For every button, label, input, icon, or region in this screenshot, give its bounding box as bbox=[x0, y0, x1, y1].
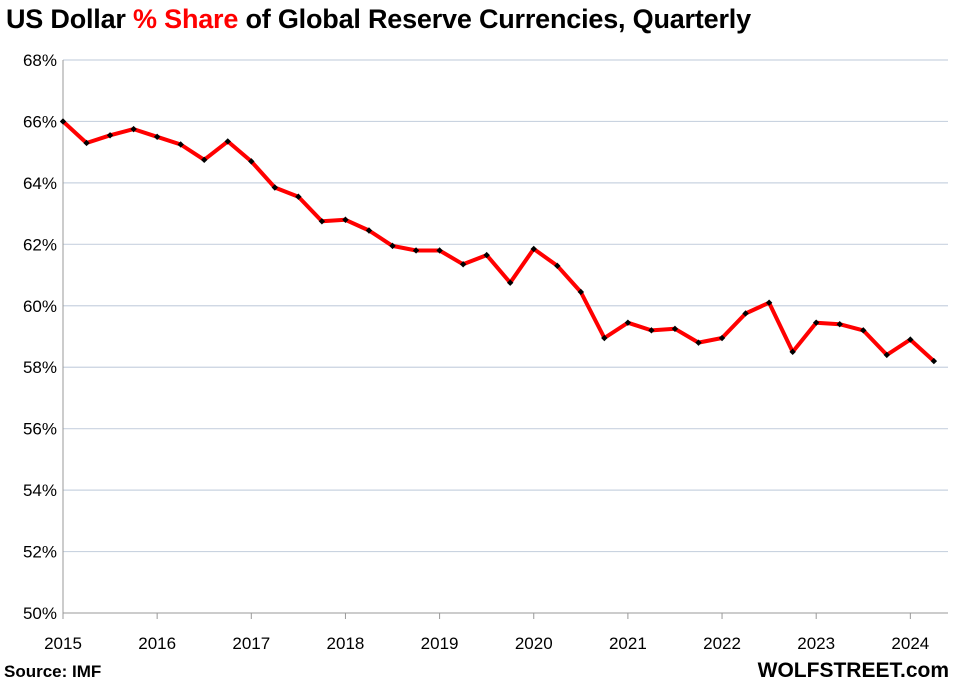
data-point bbox=[836, 321, 843, 328]
x-tick-label: 2024 bbox=[891, 634, 929, 653]
data-point bbox=[318, 218, 326, 225]
x-axis-ticks: 2015 2016 2017 2018 2019 2020 2021 2022 2023 2024 bbox=[44, 613, 929, 653]
data-point bbox=[177, 141, 184, 148]
data-point bbox=[153, 133, 161, 141]
y-tick-label: 52% bbox=[23, 543, 57, 562]
data-point bbox=[59, 118, 67, 125]
data-point bbox=[648, 327, 655, 334]
x-tick-label: 2019 bbox=[421, 634, 459, 653]
data-point bbox=[365, 227, 373, 234]
y-tick-label: 66% bbox=[23, 112, 57, 131]
data-point bbox=[930, 357, 938, 365]
series-layer bbox=[61, 119, 936, 364]
y-axis-ticks: 50% 52% 54% 56% 58% 60% 62% 64% 66% 68% bbox=[23, 51, 57, 623]
marker-layer bbox=[59, 118, 938, 365]
data-point bbox=[436, 247, 443, 254]
data-point bbox=[907, 336, 914, 343]
data-point bbox=[201, 156, 208, 164]
data-point bbox=[248, 158, 255, 165]
y-tick-label: 62% bbox=[23, 235, 57, 254]
y-tick-label: 58% bbox=[23, 358, 57, 377]
gridlines bbox=[63, 59, 948, 553]
data-point bbox=[695, 339, 702, 346]
data-point bbox=[106, 132, 114, 139]
data-point bbox=[507, 279, 514, 286]
y-tick-label: 64% bbox=[23, 174, 57, 193]
x-tick-label: 2020 bbox=[515, 634, 553, 653]
data-point bbox=[812, 319, 820, 326]
title-prefix: US Dollar bbox=[6, 4, 134, 34]
x-tick-label: 2017 bbox=[232, 634, 270, 653]
data-point bbox=[271, 184, 279, 191]
data-point bbox=[554, 262, 561, 270]
series-line bbox=[61, 119, 936, 364]
x-tick-label: 2021 bbox=[609, 634, 647, 653]
data-point bbox=[789, 348, 796, 356]
data-point bbox=[624, 319, 632, 326]
data-point bbox=[389, 242, 396, 250]
data-point bbox=[412, 247, 420, 254]
x-tick-label: 2018 bbox=[327, 634, 365, 653]
data-point bbox=[459, 261, 467, 268]
title-suffix: of Global Reserve Currencies, Quarterly bbox=[238, 4, 751, 34]
data-point bbox=[601, 334, 608, 342]
source-label: Source: IMF bbox=[4, 662, 102, 681]
data-point bbox=[530, 245, 537, 253]
chart-title: US Dollar % Share of Global Reserve Curr… bbox=[6, 4, 751, 35]
data-point bbox=[577, 288, 585, 296]
data-point bbox=[483, 251, 490, 259]
data-point bbox=[860, 327, 867, 334]
data-point bbox=[883, 351, 891, 359]
y-tick-label: 56% bbox=[23, 420, 57, 439]
data-point bbox=[765, 299, 773, 306]
x-tick-label: 2023 bbox=[797, 634, 835, 653]
data-point bbox=[742, 310, 749, 317]
credit-label: WOLFSTREET.com bbox=[757, 659, 949, 682]
x-tick-label: 2016 bbox=[138, 634, 176, 653]
y-tick-label: 54% bbox=[23, 481, 57, 500]
data-point bbox=[295, 193, 302, 200]
y-tick-label: 68% bbox=[23, 51, 57, 70]
data-point bbox=[224, 138, 231, 145]
y-tick-label: 60% bbox=[23, 297, 57, 316]
y-tick-label: 50% bbox=[23, 604, 57, 623]
data-point bbox=[130, 125, 137, 133]
data-point bbox=[718, 334, 726, 342]
x-tick-label: 2022 bbox=[703, 634, 741, 653]
data-point bbox=[342, 216, 349, 223]
data-point bbox=[671, 325, 679, 333]
data-point bbox=[83, 139, 90, 147]
title-highlight: % Share bbox=[133, 4, 239, 34]
x-tick-label: 2015 bbox=[44, 634, 82, 653]
